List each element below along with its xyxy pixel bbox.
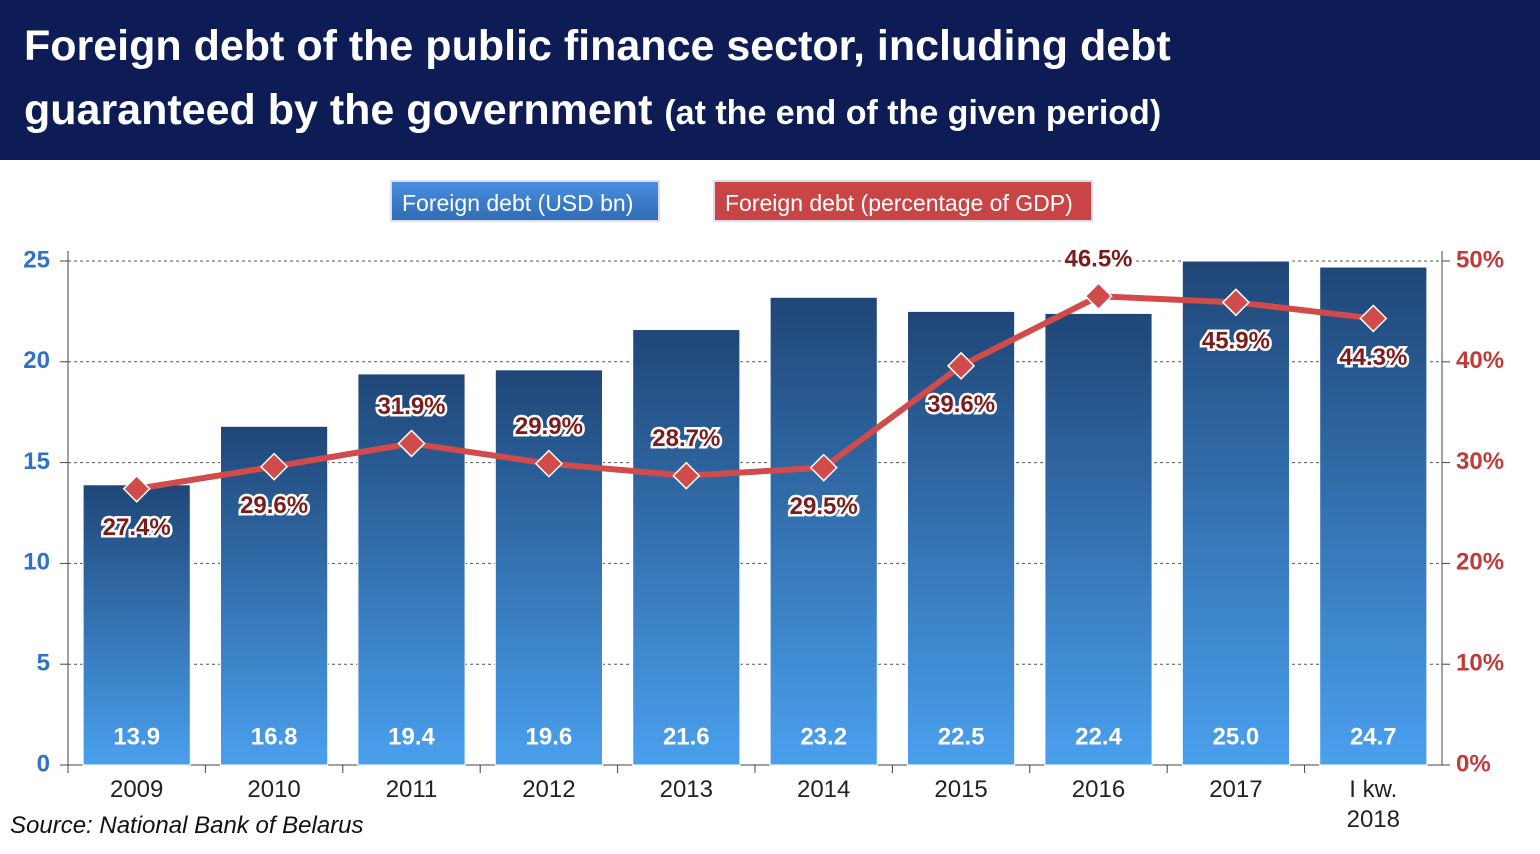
y2-tick-label: 20% [1456, 549, 1504, 576]
x-tick-label: 2015 [934, 776, 988, 803]
bar-value-label: 19.6 [526, 723, 573, 750]
chart-subtitle: (at the end of the given period) [664, 94, 1162, 132]
bar-value-label: 21.6 [663, 723, 710, 750]
bar [1044, 312, 1153, 766]
bar [82, 484, 191, 766]
x-tick-label: I kw. 2018 [1346, 776, 1400, 833]
line-marker [809, 453, 838, 482]
title-banner [0, 0, 1540, 160]
x-tick-label: 2017 [1209, 776, 1263, 803]
x-tick-label: 2010 [247, 776, 301, 803]
y2-tick-label: 10% [1456, 650, 1504, 677]
bar [1319, 266, 1428, 766]
line-marker [534, 449, 563, 478]
bar [220, 425, 329, 766]
line-marker [397, 429, 426, 458]
bar [494, 369, 603, 766]
bar [1181, 260, 1290, 766]
bar [907, 310, 1016, 766]
y2-tick-label: 30% [1456, 448, 1504, 475]
line-value-label: 39.6% [927, 391, 995, 418]
line-marker [672, 461, 701, 490]
bar-value-label: 23.2 [800, 723, 847, 750]
bar-value-label: 25.0 [1213, 723, 1260, 750]
bar-value-label: 19.4 [388, 723, 435, 750]
line-value-label: 28.7% [652, 425, 720, 452]
line-marker [1221, 288, 1250, 317]
line-value-label: 44.3% [1339, 344, 1407, 371]
y-tick-label: 5 [37, 650, 50, 677]
line-value-label: 29.6% [240, 492, 308, 519]
y2-tick-label: 50% [1456, 246, 1504, 273]
line-value-label: 45.9% [1202, 328, 1270, 355]
x-tick-label: 2009 [109, 776, 164, 803]
line-value-label: 29.9% [515, 413, 583, 440]
chart-title: Foreign debt of the public finance secto… [24, 22, 1171, 134]
line-value-label: 46.5% [1064, 246, 1132, 273]
line-marker [260, 452, 289, 481]
line-value-label: 31.9% [377, 393, 445, 420]
line-marker [122, 474, 151, 503]
line-value-label: 27.4% [103, 514, 171, 541]
y-tick-label: 25 [23, 246, 50, 273]
y-tick-label: 10 [23, 549, 50, 576]
line-marker [1084, 282, 1113, 311]
y-tick-label: 0 [37, 750, 50, 777]
bar-value-label: 16.8 [251, 723, 298, 750]
line-marker [1359, 304, 1388, 333]
y2-tick-label: 40% [1456, 347, 1504, 374]
bar-value-label: 24.7 [1350, 723, 1397, 750]
bar-value-label: 22.4 [1075, 723, 1122, 750]
y2-tick-label: 0% [1456, 750, 1491, 777]
line-marker [947, 351, 976, 380]
bar [769, 296, 878, 766]
y-tick-label: 15 [23, 448, 50, 475]
line-value-label: 29.5% [790, 493, 858, 520]
line [136, 293, 1374, 492]
x-tick-label: 2012 [522, 776, 576, 803]
legend-entry: Foreign debt (USD bn) [390, 180, 660, 222]
title-block: Foreign debt of the public finance secto… [24, 14, 1354, 145]
x-tick-label: 2011 [385, 776, 438, 803]
bar [632, 329, 741, 766]
x-tick-label: 2013 [659, 776, 713, 803]
bar-value-label: 22.5 [938, 723, 985, 750]
x-tick-label: 2016 [1071, 776, 1126, 803]
x-tick-label: 2014 [796, 776, 851, 803]
y-tick-label: 20 [23, 347, 50, 374]
bar-value-label: 13.9 [113, 723, 160, 750]
legend-entry: Foreign debt (percentage of GDP) [713, 180, 1093, 222]
source-note: Source: National Bank of Belarus [10, 812, 364, 839]
